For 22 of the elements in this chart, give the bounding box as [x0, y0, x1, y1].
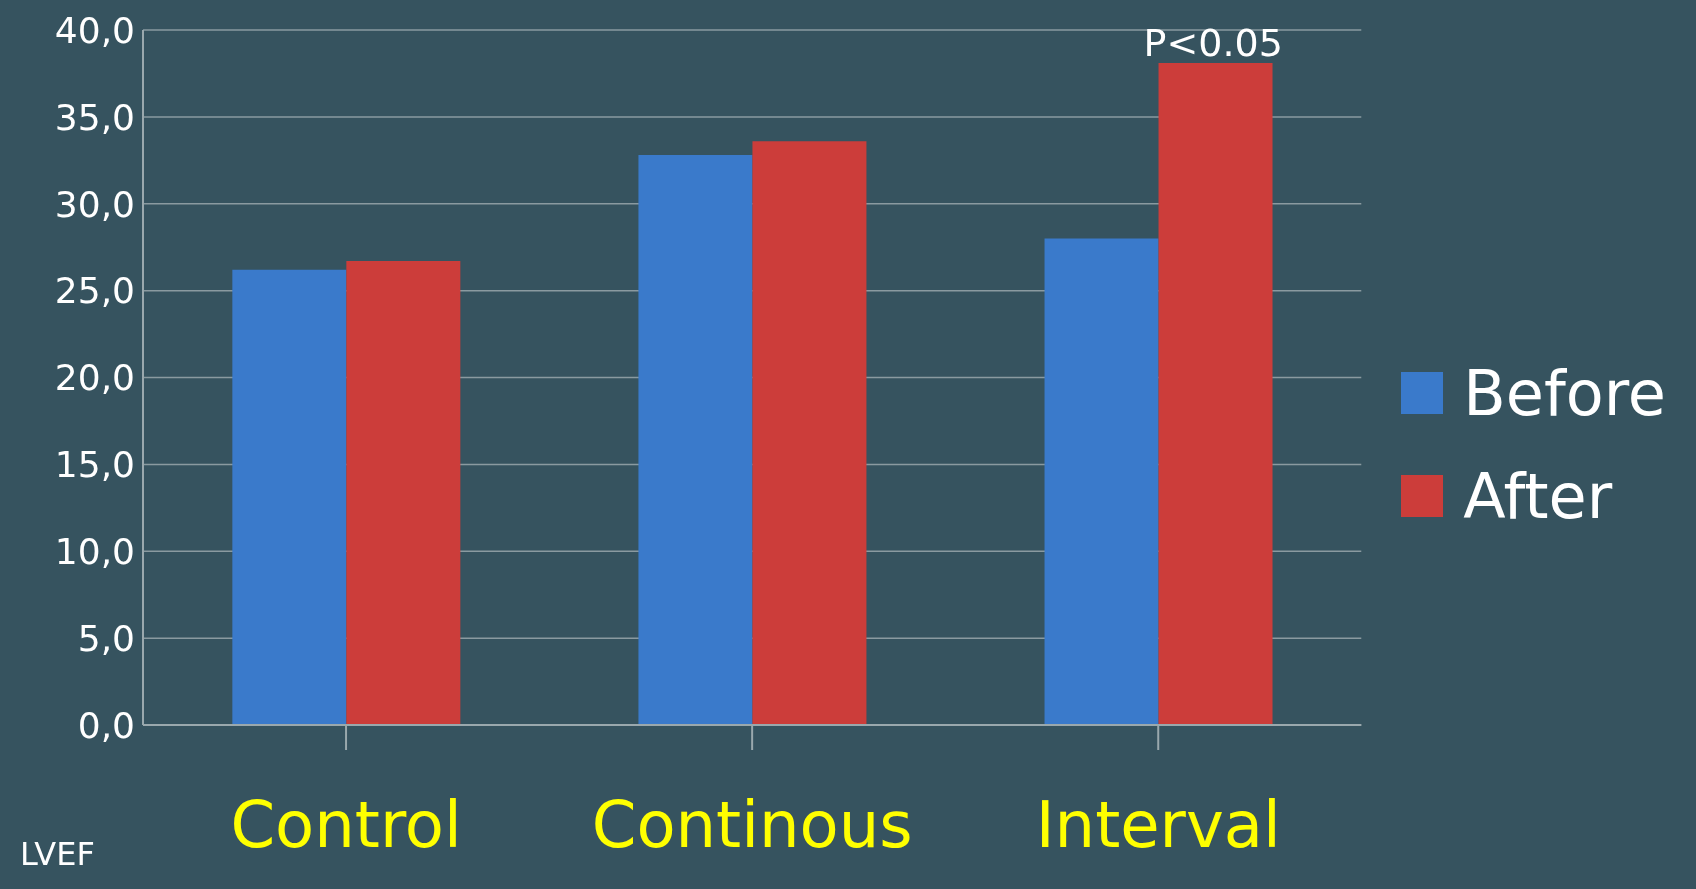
x-tick-label: Control [230, 788, 462, 862]
y-tick-label: 20,0 [54, 357, 135, 399]
y-tick-label: 0,0 [77, 704, 135, 746]
y-tick-label: 40,0 [54, 9, 135, 51]
y-tick-label: 10,0 [54, 531, 135, 573]
y-tick-label: 30,0 [54, 183, 135, 225]
bar [638, 155, 753, 725]
text: LVEF [20, 835, 95, 873]
bar [1044, 238, 1159, 725]
y-tick-label: 25,0 [54, 270, 135, 312]
y-tick-label: 35,0 [54, 96, 135, 138]
x-tick-label: Interval [1035, 788, 1281, 862]
legend-label: Before [1463, 356, 1666, 430]
bar [752, 141, 867, 725]
bar [232, 269, 347, 725]
y-tick-label: 5,0 [77, 617, 135, 659]
y-tick-label: 15,0 [54, 444, 135, 486]
legend-label: After [1463, 459, 1613, 533]
bar [1158, 63, 1273, 725]
x-tick-label: Continous [591, 788, 913, 862]
bar [346, 261, 461, 725]
annotation: P<0.05 [1143, 21, 1283, 66]
